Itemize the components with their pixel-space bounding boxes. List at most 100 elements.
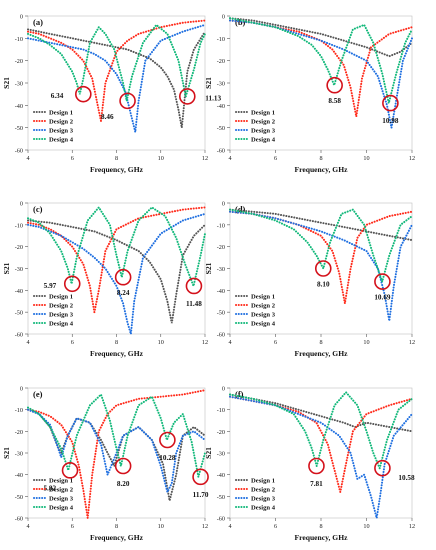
resonance-frequency-label: 10.28	[159, 454, 176, 462]
x-axis-title: Frequency, GHz	[90, 165, 144, 174]
resonance-frequency-label: 10.58	[398, 474, 415, 482]
y-tick-label: -20	[15, 58, 23, 65]
resonance-marker-circle	[326, 76, 343, 94]
legend-label: Design 4	[251, 321, 276, 328]
y-tick-label: -60	[217, 332, 225, 339]
x-axis-title: Frequency, GHz	[294, 349, 348, 358]
series-line-4	[27, 23, 206, 102]
series-line-3	[229, 210, 413, 322]
x-axis-title: Frequency, GHz	[294, 533, 348, 542]
series-line-4	[229, 390, 413, 472]
legend-label: Design 1	[49, 294, 73, 301]
resonance-marker-circle	[119, 92, 136, 110]
y-tick-label: -40	[217, 472, 225, 479]
y-tick-label: -60	[15, 516, 23, 523]
resonance-frequency-label: 8.20	[117, 480, 130, 488]
y-tick-label: -50	[15, 125, 23, 132]
series-line-4	[229, 17, 413, 104]
resonance-marker-circle	[179, 88, 196, 105]
x-tick-label: 6	[71, 339, 74, 346]
series-line-1	[229, 393, 413, 433]
y-axis-title: S21	[2, 262, 11, 274]
x-tick-label: 12	[409, 339, 415, 346]
resonance-marker-circle	[114, 268, 132, 286]
legend-label: Design 4	[251, 137, 276, 144]
series-line-2	[27, 206, 206, 313]
y-tick-label: -20	[217, 244, 225, 251]
legend-label: Design 1	[251, 110, 275, 117]
y-tick-label: -10	[15, 407, 23, 414]
panel-label: (c)	[33, 204, 43, 214]
y-tick-label: -40	[15, 472, 23, 479]
x-tick-label: 4	[26, 155, 29, 162]
legend-label: Design 4	[49, 137, 74, 144]
y-tick-label: -40	[15, 288, 23, 295]
y-axis-title: S21	[204, 77, 213, 89]
legend-label: Design 2	[49, 487, 74, 494]
resonance-frequency-label: 5.82	[43, 484, 56, 492]
resonance-marker-circle	[185, 277, 203, 295]
x-axis-title: Frequency, GHz	[90, 533, 144, 542]
x-tick-label: 4	[228, 339, 231, 346]
y-tick-label: 0	[20, 201, 23, 208]
series-line-1	[27, 219, 206, 324]
x-tick-label: 4	[26, 523, 29, 530]
resonance-marker-circle	[63, 275, 81, 293]
x-tick-label: 8	[319, 155, 322, 162]
series-line-1	[229, 17, 413, 58]
y-tick-label: -50	[217, 494, 225, 501]
y-tick-label: -50	[217, 125, 225, 132]
y-tick-label: -40	[217, 103, 225, 110]
legend-label: Design 1	[49, 110, 73, 117]
legend-label: Design 3	[49, 312, 74, 319]
x-tick-label: 8	[115, 155, 118, 162]
y-tick-label: -30	[217, 81, 225, 88]
y-tick-label: -50	[217, 310, 225, 317]
x-tick-label: 12	[409, 523, 415, 530]
y-tick-label: -30	[15, 81, 23, 88]
x-axis-title: Frequency, GHz	[294, 165, 348, 174]
y-tick-label: -30	[217, 266, 225, 273]
legend-label: Design 4	[251, 505, 276, 512]
series-line-4	[27, 392, 206, 478]
legend-label: Design 1	[251, 478, 275, 485]
legend-label: Design 2	[251, 303, 276, 310]
legend-label: Design 2	[49, 303, 74, 310]
resonance-marker-circle	[75, 85, 92, 103]
y-tick-label: -20	[15, 244, 23, 251]
y-tick-label: -40	[217, 288, 225, 295]
chart-panel: 0 -10 -20 -30 -40 -50 -604 6 8 10 12 Frequency, GHz…	[204, 14, 415, 175]
legend-label: Design 1	[49, 478, 73, 485]
legend-label: Design 3	[251, 128, 276, 135]
resonance-marker-circle	[374, 273, 391, 290]
y-axis-title: S21	[204, 262, 213, 274]
x-tick-label: 10	[158, 339, 164, 346]
resonance-marker-circle	[159, 431, 176, 449]
y-tick-label: -20	[217, 429, 225, 436]
panel-label: (f)	[235, 389, 244, 399]
x-tick-label: 10	[158, 523, 164, 530]
resonance-frequency-label: 8.46	[101, 113, 114, 121]
chart-panel: 0 -10 -20 -30 -40 -50 -604 6 8 10 12 Frequency, GHz…	[204, 201, 415, 359]
resonance-frequency-label: 8.24	[117, 289, 130, 297]
x-tick-label: 6	[274, 339, 277, 346]
y-tick-label: -30	[15, 451, 23, 458]
resonance-marker-circle	[374, 459, 391, 477]
x-tick-label: 10	[363, 339, 369, 346]
panel-label: (d)	[235, 204, 246, 214]
series-line-4	[229, 208, 413, 286]
legend-label: Design 1	[251, 294, 275, 301]
x-tick-label: 6	[274, 155, 277, 162]
legend-label: Design 2	[251, 487, 276, 494]
chart-panel: 0 -10 -20 -30 -40 -50 -604 6 8 10 12 Frequency, GHz…	[2, 201, 208, 359]
y-tick-label: -40	[15, 103, 23, 110]
series-line-2	[229, 210, 413, 304]
y-tick-label: 0	[20, 14, 23, 21]
x-tick-label: 4	[228, 523, 231, 530]
x-tick-label: 6	[71, 523, 74, 530]
x-tick-label: 4	[228, 155, 231, 162]
y-tick-label: 0	[20, 386, 23, 393]
y-axis-title: S21	[2, 447, 11, 459]
resonance-frequency-label: 10.98	[382, 117, 399, 125]
